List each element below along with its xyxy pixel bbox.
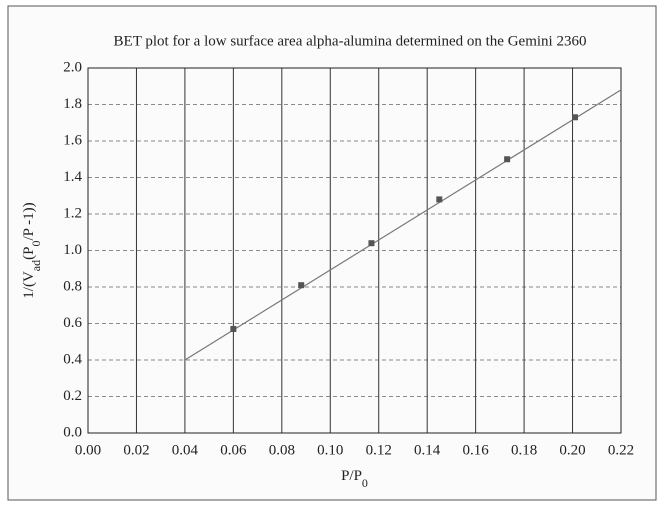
x-tick-label: 0.18 (511, 442, 537, 458)
y-tick-label: 2.0 (63, 59, 82, 75)
x-tick-label: 0.02 (123, 442, 149, 458)
y-tick-label: 1.0 (63, 242, 82, 258)
x-tick-label: 0.16 (463, 442, 490, 458)
x-axis-label-part: 0 (362, 476, 368, 490)
y-tick-label: 0.4 (63, 351, 82, 367)
x-axis-label-part: P/P (341, 468, 362, 484)
y-tick-label: 1.2 (63, 205, 82, 221)
y-tick-label: 0.6 (63, 315, 82, 331)
chart-frame (7, 5, 657, 501)
y-axis-label: 1/(Vad(P0/P -1)) (21, 202, 42, 298)
y-tick-label: 1.4 (63, 169, 82, 185)
plot-frame (87, 67, 622, 434)
fit-line (184, 89, 622, 361)
data-point (368, 240, 375, 247)
y-axis-label-part: 1/(V (21, 271, 37, 299)
x-tick-label: 0.08 (269, 442, 295, 458)
y-tick-label: 0.8 (63, 278, 82, 294)
data-point (230, 325, 237, 332)
chart-title: BET plot for a low surface area alpha-al… (114, 33, 587, 49)
data-point (504, 156, 511, 163)
x-tick-label: 0.10 (317, 442, 343, 458)
y-tick-label: 1.8 (63, 96, 82, 112)
x-tick-label: 0.06 (220, 442, 247, 458)
y-tick-label: 0.2 (63, 388, 82, 404)
x-tick-label: 0.14 (414, 442, 441, 458)
x-tick-label: 0.04 (172, 442, 199, 458)
x-tick-label: 0.12 (366, 442, 392, 458)
data-point (298, 282, 305, 289)
y-axis-label-part: (P (21, 247, 37, 260)
y-axis-label-part: ad (29, 260, 43, 271)
y-tick-label: 1.6 (63, 132, 82, 148)
x-tick-label: 0.20 (559, 442, 585, 458)
y-axis-label-part: 0 (29, 241, 43, 247)
x-axis-label: P/P0 (341, 468, 368, 489)
y-axis-label-part: /P -1)) (21, 202, 37, 240)
x-tick-label: 0.00 (75, 442, 101, 458)
data-point (436, 196, 443, 203)
data-point (571, 114, 578, 121)
x-tick-label: 0.22 (608, 442, 634, 458)
y-tick-label: 0.0 (63, 424, 82, 440)
